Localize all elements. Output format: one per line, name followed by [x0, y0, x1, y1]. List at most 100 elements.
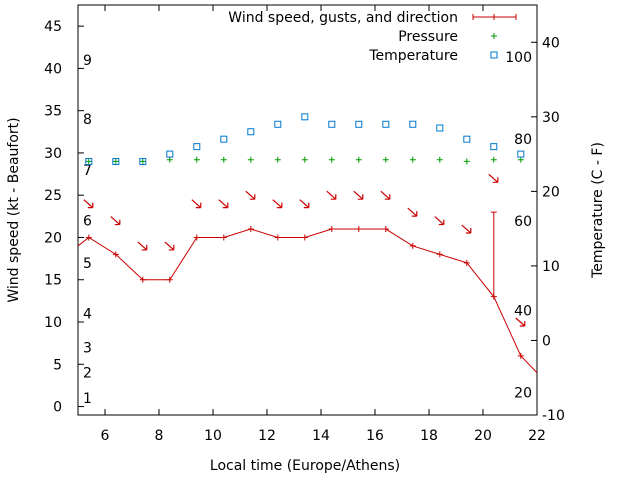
wind-direction-arrow: [110, 216, 121, 226]
fahrenheit-label: 80: [514, 132, 532, 148]
temperature-point: [436, 124, 444, 132]
wind-point: [463, 259, 470, 266]
wind-direction-arrow: [218, 199, 229, 209]
temperature-point: [355, 120, 363, 128]
beaufort-label: 6: [83, 214, 92, 230]
y2-tick-label: 20: [542, 184, 560, 200]
wind-point: [193, 234, 200, 241]
beaufort-label: 8: [83, 112, 92, 128]
fahrenheit-label: 100: [505, 50, 532, 66]
y2-tick-label: 40: [542, 35, 560, 51]
temperature-point: [247, 128, 255, 136]
wind-direction-arrow: [164, 241, 175, 251]
temperature-point: [112, 158, 120, 166]
temperature-point: [274, 120, 282, 128]
wind-direction-arrow: [299, 199, 310, 209]
pressure-point: [220, 156, 227, 163]
x-tick-label: 6: [101, 428, 110, 444]
wind-point: [247, 226, 254, 233]
wind-direction-arrow: [434, 216, 445, 226]
temperature-point: [490, 143, 498, 151]
temperature-point: [328, 120, 336, 128]
temperature-point: [193, 143, 201, 151]
wind-point: [382, 226, 389, 233]
wind-direction-arrow: [407, 207, 418, 217]
pressure-point: [139, 158, 146, 165]
beaufort-label: 7: [83, 163, 92, 179]
wind-speed-line: [78, 228, 537, 374]
y2-tick-label: -10: [542, 408, 565, 424]
pressure-point: [328, 156, 335, 163]
y-tick-label: 45: [44, 19, 62, 35]
pressure-point: [355, 156, 362, 163]
wind-direction-arrow: [83, 199, 94, 209]
wind-direction-arrow: [461, 224, 472, 234]
pressure-point: [166, 156, 173, 163]
legend-swatch-wind-point: [491, 14, 497, 20]
wind-point: [517, 352, 524, 359]
temperature-point: [301, 113, 309, 121]
pressure-point: [301, 156, 308, 163]
x-tick-label: 12: [258, 428, 276, 444]
beaufort-label: 9: [83, 53, 92, 69]
wind-point: [112, 251, 119, 258]
y-tick-label: 15: [44, 273, 62, 289]
legend-swatch-temperature: [490, 51, 498, 59]
wind-point: [220, 234, 227, 241]
wind-direction-arrow: [488, 173, 499, 183]
y-tick-label: 10: [44, 315, 62, 331]
wind-point: [301, 234, 308, 241]
x-tick-label: 18: [420, 428, 438, 444]
temperature-point: [409, 120, 417, 128]
wind-point: [328, 226, 335, 233]
temperature-point: [85, 158, 93, 166]
pressure-point: [112, 158, 119, 165]
wind-point: [139, 276, 146, 283]
temperature-point: [463, 135, 471, 143]
y-tick-label: 35: [44, 104, 62, 120]
x-tick-label: 22: [528, 428, 546, 444]
legend-label-pressure: Pressure: [398, 29, 458, 45]
temperature-point: [166, 150, 174, 158]
legend: Wind speed, gusts, and direction Pressure…: [228, 10, 517, 64]
y-axis-label: Wind speed (kt - Beaufort): [6, 117, 22, 302]
y2-tick-label: 30: [542, 110, 560, 126]
fahrenheit-label: 60: [514, 214, 532, 230]
x-tick-label: 20: [474, 428, 492, 444]
beaufort-label: 1: [83, 391, 92, 407]
pressure-point: [193, 156, 200, 163]
series-layer: [78, 113, 537, 374]
y-tick-label: 30: [44, 146, 62, 162]
pressure-point: [436, 156, 443, 163]
y2-axis-label: Temperature (C - F): [590, 142, 606, 279]
wind-point: [274, 234, 281, 241]
temperature-point: [139, 158, 147, 166]
beaufort-label: 4: [83, 307, 92, 323]
temperature-point: [382, 120, 390, 128]
x-tick-label: 8: [155, 428, 164, 444]
y-tick-label: 5: [53, 357, 62, 373]
wind-direction-arrow: [515, 317, 526, 327]
pressure-point: [409, 156, 416, 163]
wind-point: [436, 251, 443, 258]
wind-direction-arrow: [353, 190, 364, 200]
legend-swatch-pressure: [491, 33, 497, 39]
wind-point: [85, 234, 92, 241]
tick-labels: 6 8 10 12 14 16 18 20 22051015202530354045-10010…: [44, 19, 565, 444]
pressure-point: [247, 156, 254, 163]
x-tick-label: 10: [204, 428, 222, 444]
wind-direction-arrow: [380, 190, 391, 200]
y-tick-label: 0: [53, 400, 62, 416]
y2-tick-label: 10: [542, 259, 560, 275]
ticks-layer: [78, 5, 538, 416]
fahrenheit-label: 40: [514, 304, 532, 320]
fahrenheit-label: 20: [514, 386, 532, 402]
wind-point: [166, 276, 173, 283]
pressure-point: [463, 158, 470, 165]
wind-direction-arrow: [272, 199, 283, 209]
wind-direction-arrow: [245, 190, 256, 200]
x-tick-label: 16: [366, 428, 384, 444]
x-axis-label: Local time (Europe/Athens): [210, 458, 400, 474]
temperature-point: [517, 150, 525, 158]
